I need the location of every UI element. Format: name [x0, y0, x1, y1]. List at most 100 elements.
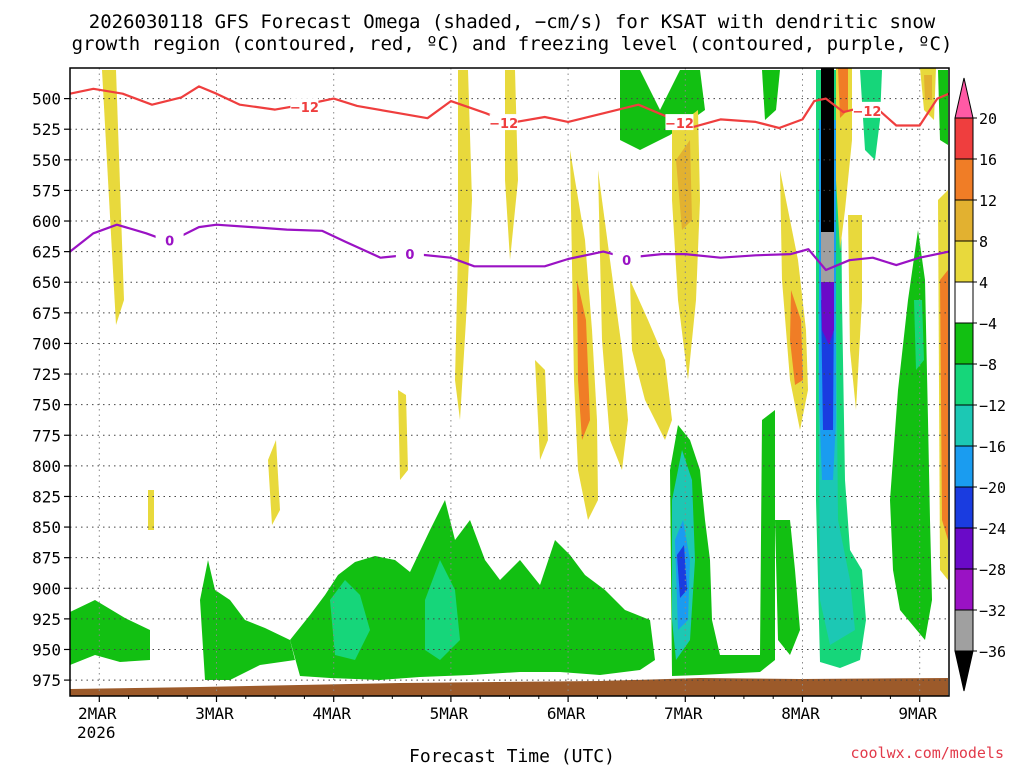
colorbar-label: 4 — [979, 274, 988, 292]
x-axis-title: Forecast Time (UTC) — [409, 746, 615, 767]
omega-yellow — [455, 70, 472, 420]
y-tick-label: 550 — [32, 151, 61, 170]
colorbar-box — [954, 609, 974, 652]
contours: −12 −12 −12 −12 0 0 0 — [69, 85, 950, 272]
colorbar-label: 20 — [979, 110, 997, 128]
colorbar-label: −8 — [979, 356, 997, 374]
chart-title-line-1: 2026030118 GFS Forecast Omega (shaded, −… — [88, 11, 936, 33]
contour-label: −12 — [852, 105, 881, 120]
colorbar-box — [954, 199, 974, 242]
y-tick-label: 750 — [32, 396, 61, 415]
y-tick-label: 775 — [32, 426, 61, 445]
x-axis: 2MAR 3MAR 4MAR 5MAR 6MAR 7MAR 8MAR 9MAR — [78, 696, 937, 723]
y-tick-label: 950 — [32, 640, 61, 659]
contour-label: −12 — [665, 117, 694, 132]
colorbar: 20 16 12 8 4 −4 −8 −12 −16 −20 −24 −28 −32 −36 — [954, 77, 1006, 692]
colorbar-box — [954, 158, 974, 201]
x-tick-sublabel: 2026 — [77, 723, 116, 742]
omega-yellow — [598, 170, 628, 470]
colorbar-label: −4 — [979, 315, 997, 333]
y-tick-label: 575 — [32, 181, 61, 200]
omega-column-7mar — [677, 545, 687, 598]
contour-label-bg — [155, 231, 184, 248]
contour-label-bg — [852, 101, 881, 118]
omega-yellow — [630, 280, 672, 440]
contour-label-bg — [290, 98, 319, 115]
y-tick-label: 700 — [32, 334, 61, 353]
omega-low-green — [70, 600, 150, 665]
colorbar-label: 16 — [979, 151, 997, 169]
omega-column-8mar — [775, 520, 800, 655]
omega-yellow — [940, 270, 948, 540]
colorbar-label: −36 — [979, 643, 1006, 661]
colorbar-label: 8 — [979, 233, 988, 251]
y-tick-label: 825 — [32, 487, 61, 506]
omega-low-green — [290, 500, 655, 680]
omega-yellow — [102, 70, 124, 325]
colorbar-box — [954, 445, 974, 488]
y-tick-label: 625 — [32, 243, 61, 262]
colorbar-box — [954, 281, 974, 324]
omega-column-8mar — [821, 68, 834, 232]
omega-low-green — [330, 580, 370, 660]
contour-line — [69, 85, 950, 131]
contour-label: −12 — [489, 117, 518, 132]
colorbar-label: −32 — [979, 602, 1006, 620]
x-tick-label: 5MAR — [430, 704, 469, 723]
x-tick-label: 9MAR — [898, 704, 937, 723]
terrain-strip — [70, 678, 948, 696]
omega-yellow — [577, 280, 590, 440]
y-tick-label: 500 — [32, 90, 61, 109]
contour-label-bg — [395, 245, 424, 262]
x-tick-label: 7MAR — [664, 704, 703, 723]
colorbar-box — [954, 527, 974, 570]
contour-label: 0 — [405, 248, 414, 263]
colorbar-box — [954, 117, 974, 160]
y-tick-label: 675 — [32, 304, 61, 323]
y-tick-label: 600 — [32, 212, 61, 231]
omega-low-green — [914, 300, 924, 370]
y-tick-label: 650 — [32, 273, 61, 292]
y-tick-label: 800 — [32, 457, 61, 476]
contour-label: −12 — [290, 101, 319, 116]
y-tick-label: 975 — [32, 671, 61, 690]
omega-yellow — [535, 360, 548, 460]
colorbar-label: −16 — [979, 438, 1006, 456]
omega-low-green — [620, 70, 705, 150]
grid — [70, 68, 949, 696]
colorbar-label: −28 — [979, 561, 1006, 579]
omega-column-8mar — [821, 280, 834, 345]
colorbar-bottom-arrow — [954, 650, 974, 692]
y-tick-label: 525 — [32, 120, 61, 139]
contour-label-bg — [665, 114, 694, 131]
x-tick-label: 2MAR — [78, 704, 117, 723]
contour-label: 0 — [165, 235, 174, 250]
y-tick-label: 850 — [32, 518, 61, 537]
contour-line — [69, 223, 950, 272]
colorbar-box — [954, 568, 974, 611]
colorbar-label: −20 — [979, 479, 1006, 497]
colorbar-label: −12 — [979, 397, 1006, 415]
omega-yellow — [268, 440, 280, 525]
omega-yellow — [676, 140, 692, 230]
x-tick-label: 6MAR — [547, 704, 586, 723]
chart-title-line-2: growth region (contoured, red, ºC) and f… — [71, 33, 953, 55]
omega-yellow — [148, 490, 154, 530]
omega-yellow — [924, 75, 932, 100]
x-tick-label: 3MAR — [195, 704, 234, 723]
y-tick-label: 925 — [32, 610, 61, 629]
y-tick-label: 725 — [32, 365, 61, 384]
x-tick-label: 4MAR — [312, 704, 351, 723]
omega-column-7mar — [670, 410, 775, 676]
colorbar-box — [954, 240, 974, 283]
y-tick-label: 875 — [32, 549, 61, 568]
contour-label-bg — [489, 114, 518, 131]
omega-low-green — [200, 560, 295, 680]
colorbar-label: 12 — [979, 192, 997, 210]
colorbar-box — [954, 363, 974, 406]
colorbar-box — [954, 486, 974, 529]
y-tick-label: 900 — [32, 579, 61, 598]
omega-low-green — [762, 70, 780, 120]
omega-low-green — [938, 70, 948, 145]
